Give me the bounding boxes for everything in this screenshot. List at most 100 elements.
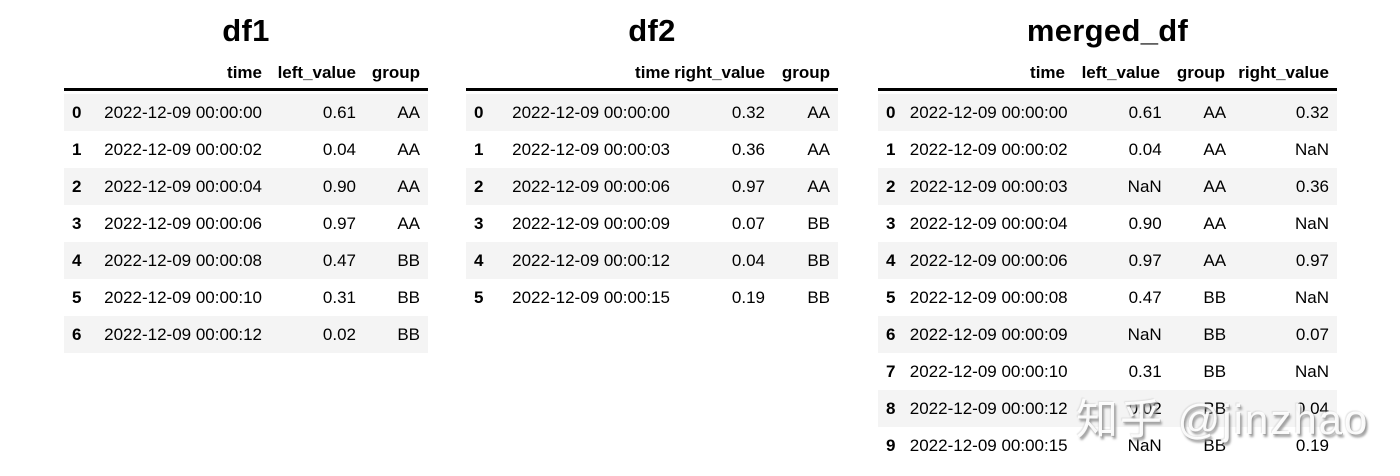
- cell-group: BB: [397, 325, 420, 344]
- cell-group: AA: [1203, 214, 1227, 233]
- table-title: df2: [628, 13, 676, 48]
- header-right-value: right_value: [1238, 63, 1329, 82]
- cell-right-value: 0.32: [1295, 103, 1330, 122]
- cell-group: BB: [397, 251, 420, 270]
- cell-group: AA: [807, 177, 830, 196]
- cell-left-value: 0.02: [322, 325, 356, 344]
- row-index: 2: [72, 177, 82, 196]
- cell-group: AA: [807, 103, 830, 122]
- table-row: 1 2022-12-09 00:00:02 0.04 AA: [64, 131, 428, 168]
- cell-time: 2022-12-09 00:00:06: [512, 177, 670, 196]
- header-time: time: [1030, 63, 1065, 82]
- cell-time: 2022-12-09 00:00:00: [512, 103, 670, 122]
- cell-right-value: 0.32: [731, 103, 765, 122]
- cell-time: 2022-12-09 00:00:08: [909, 288, 1068, 307]
- row-index: 3: [72, 214, 82, 233]
- row-index: 2: [474, 177, 484, 196]
- cell-left-value: 0.97: [1128, 251, 1162, 270]
- table-title: df1: [222, 13, 270, 48]
- cell-group: AA: [397, 177, 420, 196]
- cell-left-value: 0.31: [322, 288, 356, 307]
- header-time: time: [227, 63, 262, 82]
- cell-left-value: 0.61: [1128, 103, 1162, 122]
- cell-group: AA: [807, 140, 830, 159]
- table-row: 3 2022-12-09 00:00:04 0.90 AA NaN: [878, 205, 1337, 242]
- row-index: 0: [72, 103, 82, 122]
- row-index: 6: [886, 325, 896, 344]
- cell-right-value: 0.36: [731, 140, 765, 159]
- cell-right-value: NaN: [1295, 288, 1330, 307]
- row-index: 3: [886, 214, 896, 233]
- row-index: 0: [474, 103, 484, 122]
- cell-right-value: 0.07: [731, 214, 765, 233]
- cell-group: BB: [1203, 399, 1227, 418]
- cell-right-value: NaN: [1295, 362, 1330, 381]
- row-index: 2: [886, 177, 896, 196]
- header-group: group: [371, 63, 420, 82]
- header-group: group: [1176, 63, 1225, 82]
- row-index: 0: [886, 103, 896, 122]
- table-row: 2 2022-12-09 00:00:03 NaN AA 0.36: [878, 168, 1337, 205]
- cell-time: 2022-12-09 00:00:15: [512, 288, 670, 307]
- cell-right-value: 0.04: [1295, 399, 1330, 418]
- cell-time: 2022-12-09 00:00:00: [104, 103, 262, 122]
- table-row: 4 2022-12-09 00:00:12 0.04 BB: [466, 242, 838, 279]
- cell-left-value: 0.90: [1128, 214, 1162, 233]
- cell-time: 2022-12-09 00:00:06: [104, 214, 262, 233]
- table-row: 5 2022-12-09 00:00:15 0.19 BB: [466, 279, 838, 316]
- cell-group: AA: [1203, 177, 1227, 196]
- cell-time: 2022-12-09 00:00:03: [512, 140, 670, 159]
- cell-right-value: NaN: [1295, 214, 1330, 233]
- cell-time: 2022-12-09 00:00:09: [909, 325, 1068, 344]
- cell-left-value: 0.90: [322, 177, 356, 196]
- cell-group: BB: [397, 288, 420, 307]
- table-row: 9 2022-12-09 00:00:15 NaN BB 0.19: [878, 427, 1337, 464]
- cell-right-value: 0.97: [1295, 251, 1330, 270]
- header-left-value: left_value: [1081, 63, 1160, 82]
- table-row: 2 2022-12-09 00:00:06 0.97 AA: [466, 168, 838, 205]
- table-row: 3 2022-12-09 00:00:09 0.07 BB: [466, 205, 838, 242]
- row-index: 8: [886, 399, 896, 418]
- cell-time: 2022-12-09 00:00:10: [909, 362, 1068, 381]
- table-row: 1 2022-12-09 00:00:03 0.36 AA: [466, 131, 838, 168]
- table-body: 0 2022-12-09 00:00:00 0.32 AA 1 2022-12-…: [466, 94, 838, 316]
- table-row: 5 2022-12-09 00:00:10 0.31 BB: [64, 279, 428, 316]
- cell-group: AA: [397, 214, 420, 233]
- cell-time: 2022-12-09 00:00:02: [104, 140, 262, 159]
- cell-group: BB: [1203, 288, 1227, 307]
- table-row: 0 2022-12-09 00:00:00 0.61 AA: [64, 94, 428, 131]
- cell-right-value: 0.04: [731, 251, 765, 270]
- cell-right-value: 0.07: [1295, 325, 1330, 344]
- header-right-value: right_value: [674, 63, 765, 82]
- cell-left-value: 0.04: [322, 140, 356, 159]
- cell-right-value: 0.19: [731, 288, 765, 307]
- cell-time: 2022-12-09 00:00:09: [512, 214, 670, 233]
- cell-time: 2022-12-09 00:00:12: [104, 325, 262, 344]
- table-row: 3 2022-12-09 00:00:06 0.97 AA: [64, 205, 428, 242]
- table-header: time right_value group: [466, 50, 838, 91]
- cell-right-value: 0.36: [1295, 177, 1330, 196]
- table-df1: df1 time left_value group 0 2022-12-09 0…: [64, 0, 428, 353]
- cell-group: BB: [807, 251, 830, 270]
- row-index: 1: [886, 140, 896, 159]
- cell-time: 2022-12-09 00:00:08: [104, 251, 262, 270]
- header-group: group: [781, 63, 830, 82]
- cell-group: AA: [1203, 103, 1227, 122]
- cell-group: AA: [1203, 251, 1227, 270]
- cell-left-value: 0.47: [1128, 288, 1162, 307]
- cell-group: BB: [1203, 325, 1227, 344]
- table-row: 2 2022-12-09 00:00:04 0.90 AA: [64, 168, 428, 205]
- row-index: 4: [886, 251, 896, 270]
- cell-time: 2022-12-09 00:00:00: [909, 103, 1068, 122]
- table-body: 0 2022-12-09 00:00:00 0.61 AA 1 2022-12-…: [64, 94, 428, 353]
- table-row: 5 2022-12-09 00:00:08 0.47 BB NaN: [878, 279, 1337, 316]
- row-index: 4: [72, 251, 82, 270]
- cell-right-value: 0.97: [731, 177, 765, 196]
- header-time: time: [635, 63, 670, 82]
- cell-group: BB: [1203, 436, 1227, 455]
- row-index: 5: [474, 288, 484, 307]
- cell-time: 2022-12-09 00:00:02: [909, 140, 1068, 159]
- table-df2: df2 time right_value group 0 2022-12-09 …: [466, 0, 838, 316]
- table-row: 6 2022-12-09 00:00:09 NaN BB 0.07: [878, 316, 1337, 353]
- cell-group: AA: [397, 103, 420, 122]
